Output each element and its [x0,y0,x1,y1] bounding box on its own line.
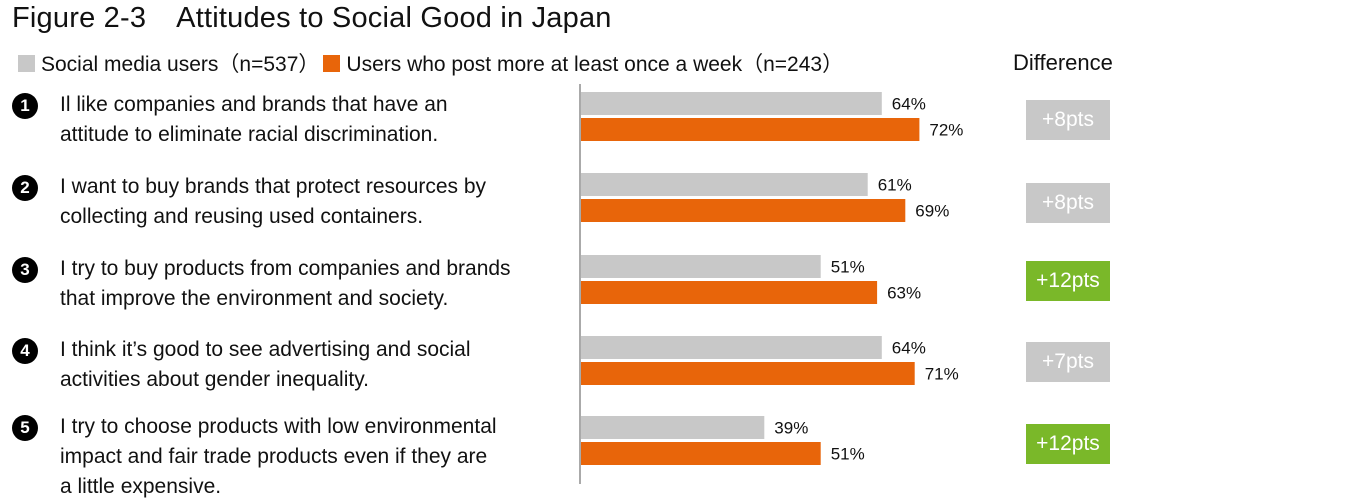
row-statement: I think it’s good to see advertising and… [60,335,471,395]
statement-line: I think it’s good to see advertising and… [60,338,471,361]
legend-item-frequent-posters: Users who post more at least once a week… [323,48,843,78]
legend-item-social-media-users: Social media users（n=537） [18,48,319,78]
legend: Social media users（n=537） Users who post… [18,50,843,76]
figure-number: Figure 2-3 [12,2,147,34]
row-number-badge: 5 [12,415,38,441]
statement-line: attitude to eliminate racial discriminat… [60,123,439,146]
legend-label: Social media users（n=537） [41,53,320,76]
statement-line: that improve the environment and society… [60,287,449,310]
bar-social-media-users-2 [581,173,868,196]
bar-value-label: 71% [925,365,959,384]
bar-value-label: 64% [892,95,926,114]
bar-frequent-posters-4 [581,362,915,385]
row-number-badge: 4 [12,338,38,364]
bar-frequent-posters-3 [581,281,878,304]
difference-badge-3: +12pts [1026,261,1110,301]
bar-value-label: 61% [878,176,912,195]
statement-line: Il like companies and brands that have a… [60,93,448,116]
bar-social-media-users-4 [581,336,882,359]
statement-line: activities about gender inequality. [60,368,369,391]
bar-frequent-posters-2 [581,199,906,222]
bar-social-media-users-3 [581,255,821,278]
figure-title: Attitudes to Social Good in Japan [176,2,612,34]
row-number-badge: 3 [12,257,38,283]
difference-badge-5: +12pts [1026,424,1110,464]
statement-line: I try to choose products with low enviro… [60,415,497,438]
statement-line: collecting and reusing used containers. [60,205,424,228]
legend-swatch-gray [18,54,35,72]
bar-frequent-posters-1 [581,118,920,141]
statement-line: a little expensive. [60,475,222,498]
row-statement: I try to choose products with low enviro… [60,412,497,502]
row-number-badge: 1 [12,93,38,119]
bar-social-media-users-5 [581,416,765,439]
bar-social-media-users-1 [581,92,882,115]
row-statement: Il like companies and brands that have a… [60,90,448,150]
bar-value-label: 39% [774,419,808,438]
difference-header: Difference [1013,50,1113,75]
bar-value-label: 51% [831,258,865,277]
bar-value-label: 51% [831,445,865,464]
statement-line: I try to buy products from companies and… [60,257,511,280]
statement-line: impact and fair trade products even if t… [60,445,488,468]
legend-swatch-orange [323,54,341,72]
row-statement: I try to buy products from companies and… [60,254,511,314]
bar-value-label: 69% [915,202,949,221]
legend-label: Users who post more at least once a week… [346,53,844,76]
difference-badge-1: +8pts [1026,100,1110,140]
row-number-badge: 2 [12,175,38,201]
row-statement: I want to buy brands that protect resour… [60,172,486,232]
statement-line: I want to buy brands that protect resour… [60,175,487,198]
bar-frequent-posters-5 [581,442,821,465]
bar-value-label: 72% [929,121,963,140]
difference-badge-4: +7pts [1026,342,1110,382]
bar-value-label: 64% [892,339,926,358]
difference-badge-2: +8pts [1026,183,1110,223]
chart-title: Figure 2-3 Attitudes to Social Good in Ja… [12,2,612,35]
bar-value-label: 63% [887,284,921,303]
